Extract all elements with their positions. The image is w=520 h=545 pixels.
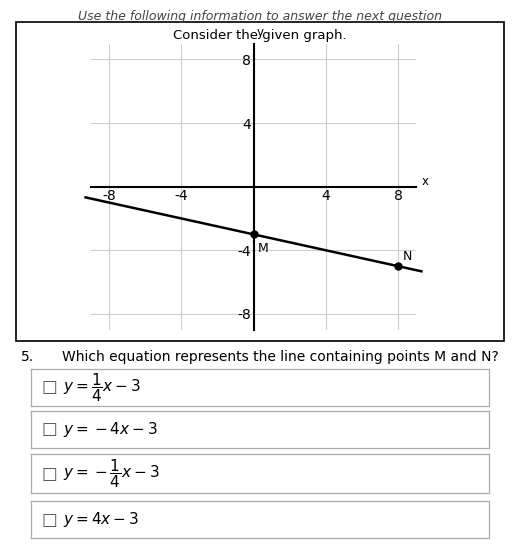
Text: □: □ — [41, 464, 57, 483]
Text: N: N — [402, 250, 412, 263]
Text: Consider the given graph.: Consider the given graph. — [173, 29, 347, 43]
Text: 5.: 5. — [21, 350, 34, 364]
Text: Use the following information to answer the next question: Use the following information to answer … — [78, 10, 442, 23]
Text: x: x — [421, 174, 428, 187]
Text: $y = 4x - 3$: $y = 4x - 3$ — [63, 511, 139, 529]
Text: y: y — [256, 26, 263, 39]
Text: □: □ — [41, 378, 57, 397]
Text: □: □ — [41, 511, 57, 529]
Text: $y = \dfrac{1}{4}x - 3$: $y = \dfrac{1}{4}x - 3$ — [63, 371, 141, 404]
Text: Which equation represents the line containing points M and N?: Which equation represents the line conta… — [62, 350, 499, 364]
Text: $y = -\dfrac{1}{4}x - 3$: $y = -\dfrac{1}{4}x - 3$ — [63, 457, 160, 490]
Text: $y = -4x - 3$: $y = -4x - 3$ — [63, 420, 158, 439]
Text: □: □ — [41, 420, 57, 439]
Text: M: M — [258, 243, 269, 255]
